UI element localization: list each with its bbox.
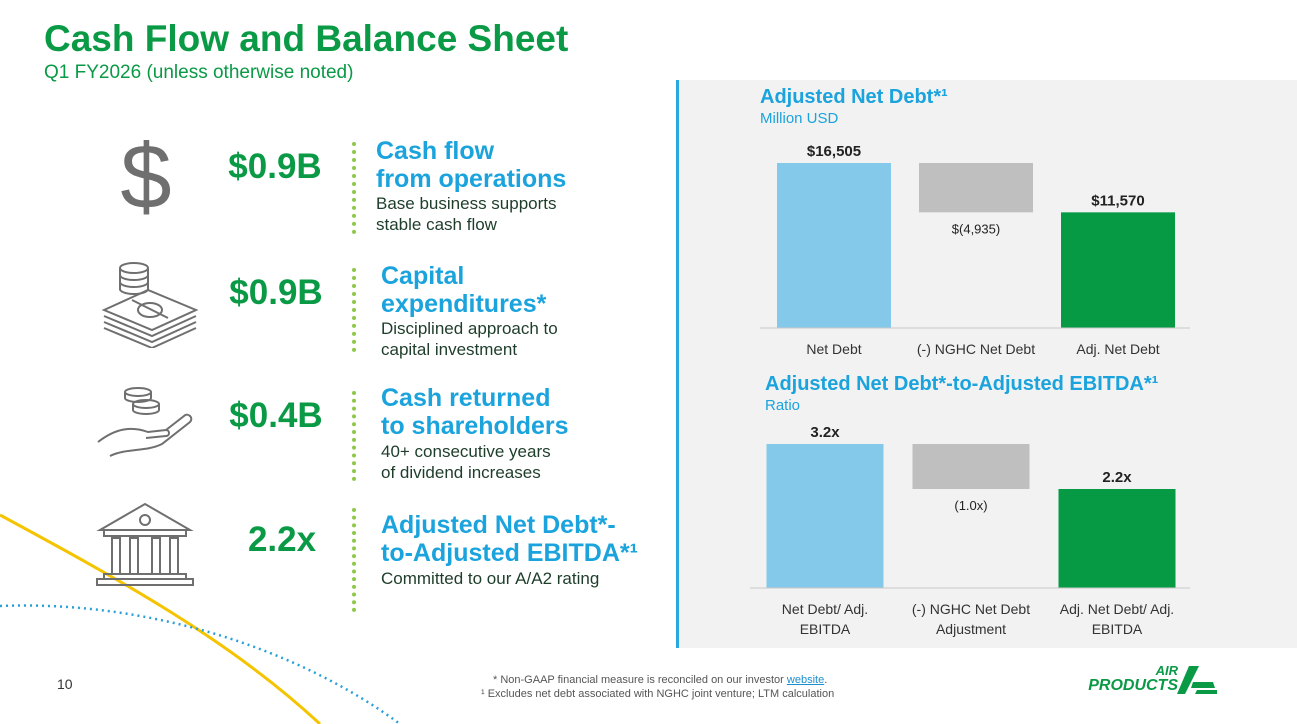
kpi-value: $0.4B bbox=[229, 396, 323, 435]
category-label: Net Debt bbox=[806, 341, 861, 357]
kpi-heading: Capital expenditures* bbox=[381, 262, 547, 318]
bar bbox=[919, 163, 1033, 213]
kpi-divider bbox=[352, 268, 356, 352]
bar bbox=[766, 444, 884, 588]
footnote-2: ¹ Excludes net debt associated with NGHC… bbox=[481, 688, 835, 700]
kpi-divider bbox=[352, 142, 356, 234]
kpi-description: Base business supports stable cash flow bbox=[376, 194, 557, 234]
data-label: 2.2x bbox=[1102, 469, 1132, 486]
page-subtitle: Q1 FY2026 (unless otherwise noted) bbox=[44, 62, 354, 83]
data-label: $(4,935) bbox=[952, 221, 1000, 236]
bar bbox=[1061, 212, 1175, 328]
chart-title: Adjusted Net Debt*-to-Adjusted EBITDA*¹ bbox=[765, 373, 1159, 395]
data-label: 3.2x bbox=[810, 424, 840, 441]
category-label: Net Debt/ Adj. EBITDA bbox=[782, 601, 868, 637]
bar bbox=[912, 444, 1030, 489]
bank-building-icon bbox=[96, 502, 194, 586]
bar bbox=[777, 163, 891, 328]
data-label: $11,570 bbox=[1091, 192, 1144, 209]
kpi-heading: Cash flow from operations bbox=[376, 137, 567, 193]
data-label: $16,505 bbox=[807, 143, 861, 160]
dollar-sign-icon: $ bbox=[120, 128, 171, 223]
category-label: (-) NGHC Net Debt Adjustment bbox=[912, 601, 1030, 637]
adjusted-net-debt-chart: $16,505 $(4,935) $11,570 Net Debt (-) NGHC N… bbox=[760, 143, 1190, 357]
bar bbox=[1058, 489, 1176, 588]
kpi-description: Committed to our A/A2 rating bbox=[381, 569, 600, 588]
svg-text:$: $ bbox=[120, 128, 171, 223]
data-label: (1.0x) bbox=[954, 498, 987, 513]
net-debt-to-ebitda-chart: 3.2x (1.0x) 2.2x Net Debt/ Adj. EBITDA (-) NG… bbox=[750, 424, 1190, 637]
kpi-value: 2.2x bbox=[247, 520, 317, 559]
chart-title: Adjusted Net Debt*¹ bbox=[760, 86, 948, 108]
kpi-description: Disciplined approach to capital investme… bbox=[381, 319, 558, 359]
category-label: (-) NGHC Net Debt bbox=[917, 341, 1035, 357]
footnote-1: * Non-GAAP financial measure is reconcil… bbox=[493, 674, 828, 686]
investor-website-link[interactable]: website bbox=[786, 674, 825, 686]
chart-subtitle: Million USD bbox=[760, 110, 839, 127]
hand-coins-icon bbox=[97, 387, 193, 457]
cash-stack-icon bbox=[101, 262, 199, 348]
kpi-value: $0.9B bbox=[229, 273, 323, 312]
category-label: Adj. Net Debt bbox=[1076, 341, 1159, 357]
page-number: 10 bbox=[57, 676, 73, 692]
page-title: Cash Flow and Balance Sheet bbox=[44, 18, 569, 59]
air-products-logo-mark bbox=[1177, 666, 1217, 694]
kpi-description: 40+ consecutive years of dividend increa… bbox=[381, 442, 551, 482]
kpi-value: $0.9B bbox=[228, 147, 322, 186]
kpi-divider bbox=[352, 391, 356, 481]
category-label: Adj. Net Debt/ Adj. EBITDA bbox=[1060, 601, 1174, 637]
kpi-heading: Cash returned to shareholders bbox=[381, 384, 569, 440]
kpi-divider bbox=[352, 508, 356, 612]
kpi-heading: Adjusted Net Debt*- to-Adjusted EBITDA*¹ bbox=[381, 511, 638, 567]
chart-subtitle: Ratio bbox=[765, 397, 801, 414]
